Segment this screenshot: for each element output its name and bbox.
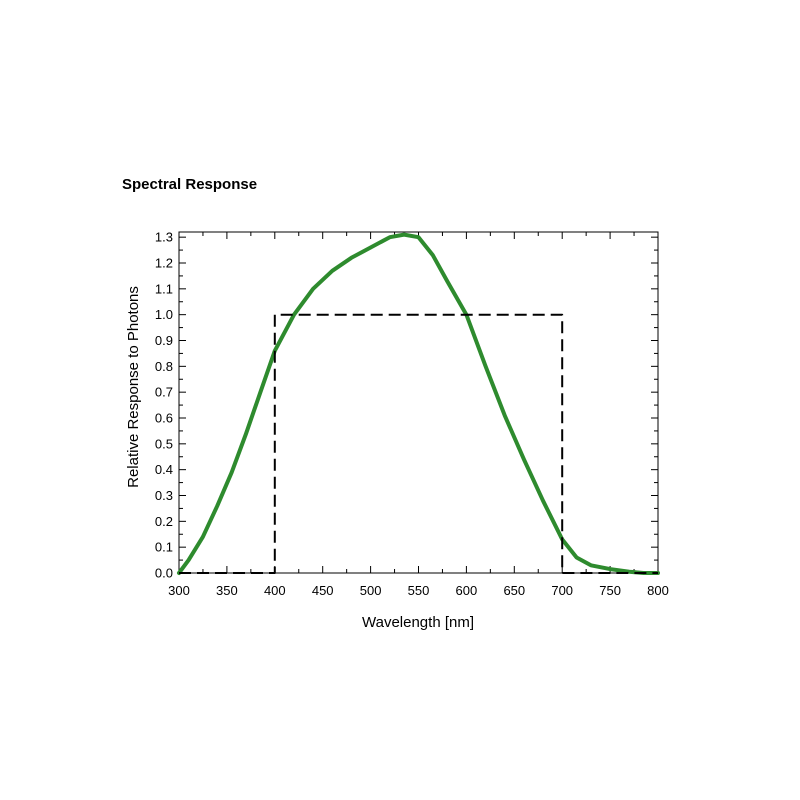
y-tick-label: 0.9 <box>155 333 173 348</box>
x-tick-label: 700 <box>551 583 573 598</box>
x-tick-label: 450 <box>312 583 334 598</box>
x-tick-label: 300 <box>168 583 190 598</box>
tick-labels: 300 350 400 450 500 550 600 650 700 750 800 0.0 0.1 0… <box>155 230 669 598</box>
y-tick-label: 1.0 <box>155 307 173 322</box>
page-title: Spectral Response <box>122 176 258 193</box>
y-tick-label: 0.6 <box>155 411 173 426</box>
sensor-response-line <box>177 232 660 575</box>
x-tick-label: 550 <box>408 583 430 598</box>
x-tick-label: 800 <box>647 583 669 598</box>
y-tick-label: 1.1 <box>155 281 173 296</box>
y-tick-label: 0.1 <box>155 540 173 555</box>
x-tick-label: 750 <box>599 583 621 598</box>
y-tick-label: 0.2 <box>155 514 173 529</box>
series-layer <box>177 232 660 575</box>
y-tick-label: 1.3 <box>155 230 173 245</box>
y-tick-label: 0.8 <box>155 359 173 374</box>
x-axis-label: Wavelength [nm] <box>362 614 474 631</box>
y-tick-label: 0.7 <box>155 385 173 400</box>
x-tick-label: 600 <box>456 583 478 598</box>
x-tick-label: 400 <box>264 583 286 598</box>
y-tick-label: 0.4 <box>155 462 173 477</box>
y-tick-label: 0.3 <box>155 488 173 503</box>
y-tick-label: 0.0 <box>155 566 173 581</box>
ideal-response-line <box>179 313 658 574</box>
y-tick-label: 0.5 <box>155 436 173 451</box>
x-tick-label: 350 <box>216 583 238 598</box>
plot-frame <box>178 231 659 574</box>
plot-area <box>178 231 659 574</box>
x-tick-label: 500 <box>360 583 382 598</box>
axis-ticks <box>178 232 659 574</box>
x-tick-label: 650 <box>503 583 525 598</box>
y-tick-label: 1.2 <box>155 256 173 271</box>
y-axis-label: Relative Response to Photons <box>125 286 142 488</box>
